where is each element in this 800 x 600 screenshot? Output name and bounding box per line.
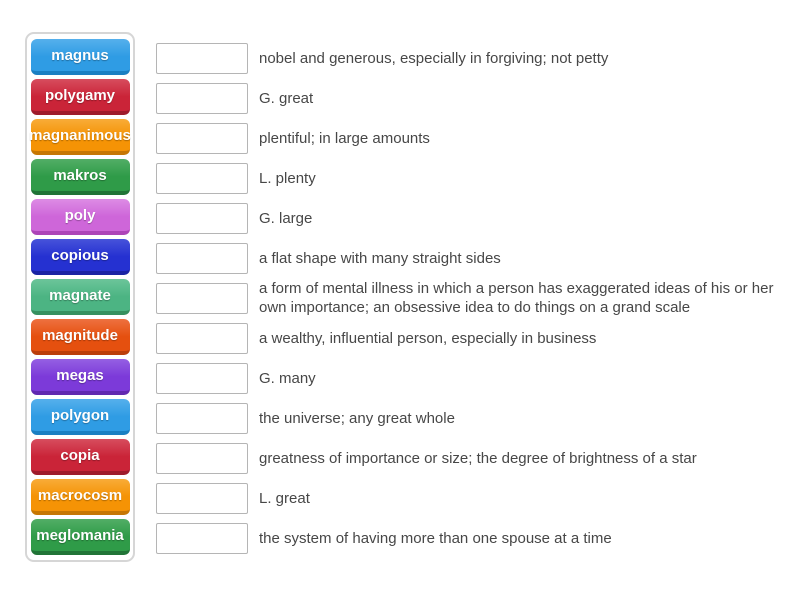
word-tile-magnitude[interactable]: magnitude <box>30 319 130 355</box>
match-row: a flat shape with many straight sides <box>156 238 790 278</box>
word-tile-copious[interactable]: copious <box>30 239 130 275</box>
word-tile-label: copious <box>51 246 109 264</box>
word-tile-label: poly <box>64 206 96 224</box>
definition-text: the system of having more than one spous… <box>259 529 612 547</box>
match-rows: nobel and generous, especially in forgiv… <box>156 38 790 558</box>
definition-text: a wealthy, influential person, especiall… <box>259 329 597 347</box>
word-tile-magnanimous[interactable]: magnanimous <box>29 119 131 155</box>
answer-drop-zone[interactable] <box>156 522 248 554</box>
answer-drop-zone[interactable] <box>156 362 248 394</box>
word-tile-label: copia <box>60 446 100 464</box>
answer-drop-zone[interactable] <box>156 442 248 474</box>
word-tile-label: magnate <box>49 286 111 304</box>
word-tile-label: magnanimous <box>29 126 131 144</box>
word-tile-megas[interactable]: megas <box>30 359 130 395</box>
word-tile-copia[interactable]: copia <box>30 439 130 475</box>
definition-text: the universe; any great whole <box>259 409 455 427</box>
word-tile-magnate[interactable]: magnate <box>30 279 130 315</box>
word-tile-label: meglomania <box>36 526 124 544</box>
match-row: a wealthy, influential person, especiall… <box>156 318 790 358</box>
word-tile-polygon[interactable]: polygon <box>30 399 130 435</box>
word-tile-macrocosm[interactable]: macrocosm <box>30 479 130 515</box>
match-row: G. great <box>156 78 790 118</box>
match-row: L. plenty <box>156 158 790 198</box>
definition-text: a flat shape with many straight sides <box>259 249 501 267</box>
match-row: plentiful; in large amounts <box>156 118 790 158</box>
answer-drop-zone[interactable] <box>156 122 248 154</box>
match-row: G. large <box>156 198 790 238</box>
answer-drop-zone[interactable] <box>156 42 248 74</box>
match-row: G. many <box>156 358 790 398</box>
match-row: a form of mental illness in which a pers… <box>156 278 790 318</box>
word-tile-magnus[interactable]: magnus <box>30 39 130 75</box>
word-tile-label: magnus <box>51 46 109 64</box>
word-bank-panel: magnus polygamy magnanimous makros poly … <box>25 32 135 562</box>
definition-text: L. great <box>259 489 310 507</box>
word-tile-poly[interactable]: poly <box>30 199 130 235</box>
answer-drop-zone[interactable] <box>156 282 248 314</box>
answer-drop-zone[interactable] <box>156 162 248 194</box>
definition-text: greatness of importance or size; the deg… <box>259 449 697 467</box>
word-tile-label: makros <box>53 166 107 184</box>
match-row: L. great <box>156 478 790 518</box>
answer-drop-zone[interactable] <box>156 242 248 274</box>
word-tile-label: polygamy <box>44 86 116 104</box>
match-row: the system of having more than one spous… <box>156 518 790 558</box>
word-tile-label: magnitude <box>42 326 118 344</box>
definition-text: L. plenty <box>259 169 316 187</box>
word-tile-label: polygon <box>50 406 110 424</box>
definition-text: G. great <box>259 89 314 107</box>
definition-text: nobel and generous, especially in forgiv… <box>259 49 609 67</box>
word-tile-makros[interactable]: makros <box>30 159 130 195</box>
definition-text: G. large <box>259 209 313 227</box>
match-row: the universe; any great whole <box>156 398 790 438</box>
word-tile-polygamy[interactable]: polygamy <box>30 79 130 115</box>
answer-drop-zone[interactable] <box>156 322 248 354</box>
match-row: nobel and generous, especially in forgiv… <box>156 38 790 78</box>
definition-text: a form of mental illness in which a pers… <box>259 280 774 316</box>
word-tile-label: megas <box>56 366 104 384</box>
answer-drop-zone[interactable] <box>156 482 248 514</box>
answer-drop-zone[interactable] <box>156 202 248 234</box>
definition-text: G. many <box>259 369 316 387</box>
word-tile-meglomania[interactable]: meglomania <box>30 519 130 555</box>
answer-drop-zone[interactable] <box>156 402 248 434</box>
definition-text: plentiful; in large amounts <box>259 129 430 147</box>
answer-drop-zone[interactable] <box>156 82 248 114</box>
word-tile-label: macrocosm <box>37 486 123 504</box>
match-row: greatness of importance or size; the deg… <box>156 438 790 478</box>
